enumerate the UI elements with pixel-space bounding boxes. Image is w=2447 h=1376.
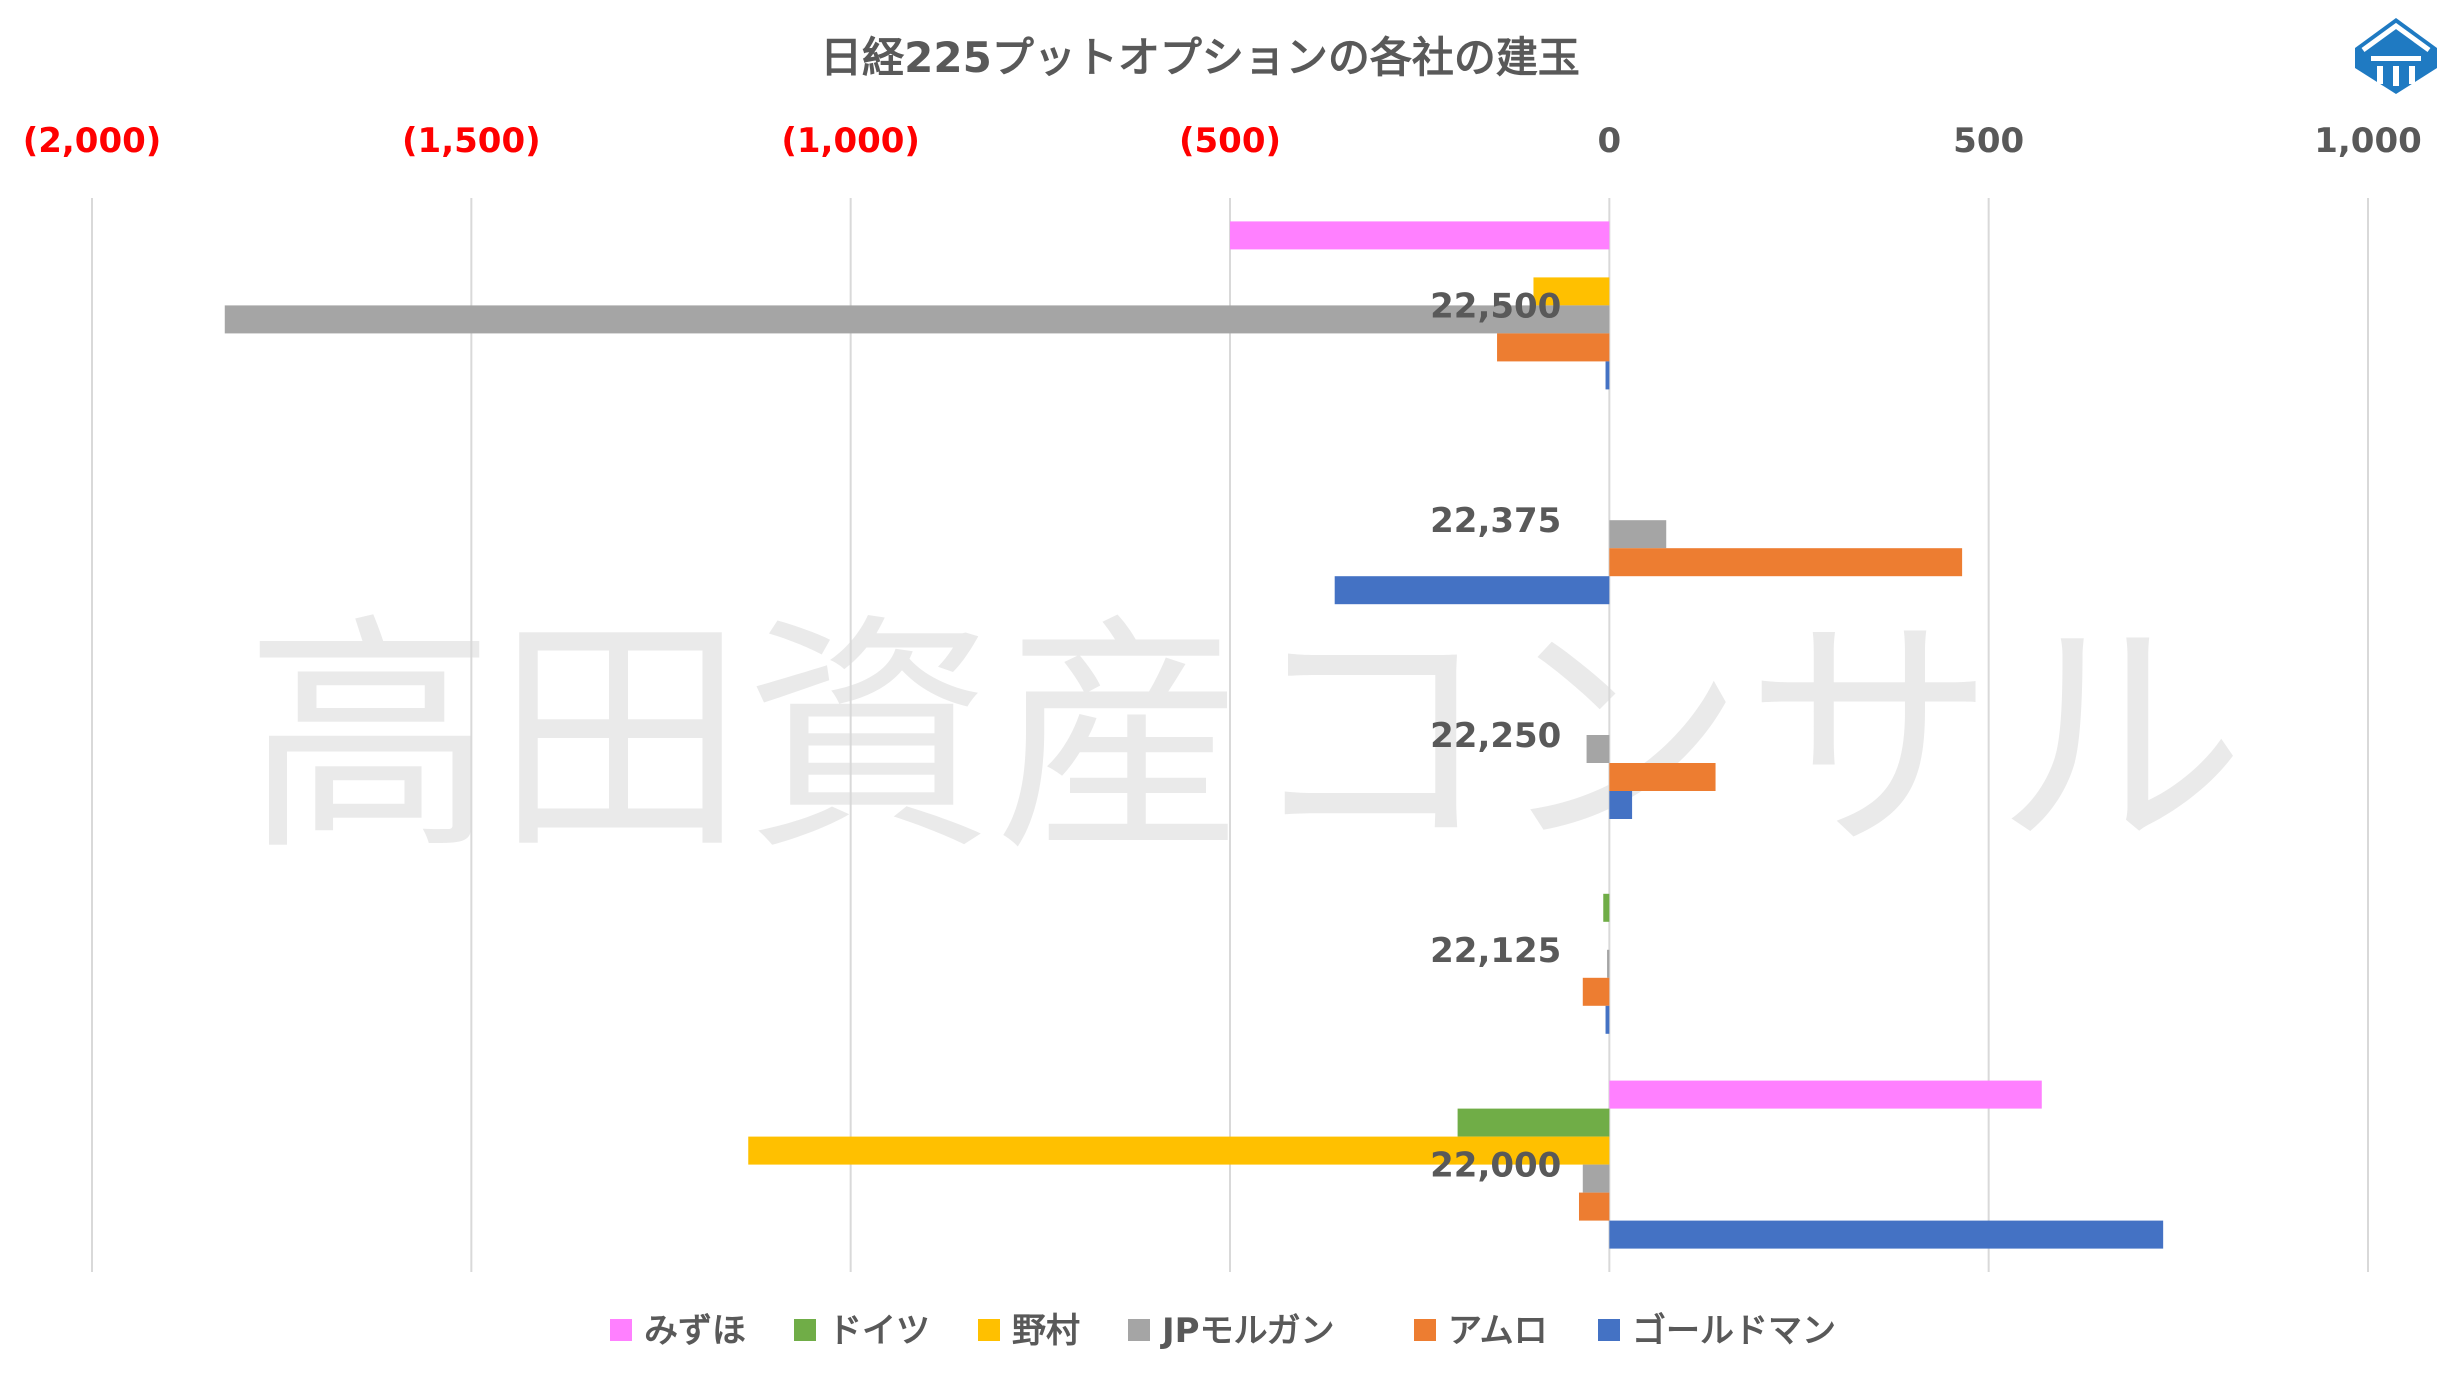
bar (1607, 949, 1610, 978)
bar (748, 1136, 1610, 1165)
legend-label: JPモルガン (1160, 1311, 1335, 1351)
bar (1582, 977, 1610, 1006)
category-label: 22,375 (1430, 501, 1561, 541)
legend: みずほ ドイツ 野村 JPモルガン アムロ ゴールドマン (610, 1311, 1836, 1351)
bar (1609, 791, 1633, 819)
bar (1582, 1164, 1610, 1193)
bar (1609, 548, 1963, 577)
bar (1578, 1192, 1610, 1221)
x-tick-label: 1,000 (2314, 121, 2422, 161)
legend-label: 野村 (1012, 1311, 1080, 1351)
bar (1533, 277, 1610, 306)
x-tick-label: (1,000) (781, 121, 920, 161)
bar (1605, 361, 1610, 390)
legend-swatch (794, 1319, 816, 1341)
bar (1334, 576, 1610, 605)
x-tick-label: (2,000) (23, 121, 162, 161)
legend-label: ドイツ (828, 1311, 930, 1351)
bar (1609, 1220, 2164, 1249)
legend-swatch (1414, 1319, 1436, 1341)
x-tick-label: (1,500) (402, 121, 541, 161)
bars (224, 221, 2164, 1249)
bar (1230, 221, 1610, 250)
watermark-text: 高田資産コンサル (245, 593, 2245, 884)
legend-label: みずほ (644, 1311, 746, 1351)
category-label: 22,250 (1430, 716, 1561, 756)
category-labels: 22,500 22,375 22,250 22,125 22,000 (1430, 286, 1561, 1185)
bar (1497, 333, 1610, 362)
category-label: 22,125 (1430, 931, 1561, 971)
legend-swatch (1128, 1319, 1150, 1341)
legend-label: ゴールドマン (1632, 1311, 1836, 1351)
bar (1603, 893, 1610, 922)
bar (1609, 520, 1667, 549)
category-label: 22,500 (1430, 286, 1561, 326)
legend-swatch (978, 1319, 1000, 1341)
legend-swatch (610, 1319, 632, 1341)
x-tick-label: 0 (1597, 121, 1621, 161)
bar (1609, 763, 1716, 791)
bar (1457, 1108, 1610, 1137)
x-tick-label: (500) (1179, 121, 1281, 161)
category-label: 22,000 (1430, 1146, 1561, 1186)
chart-title: 日経225プットオプションの各社の建玉 (820, 33, 1580, 82)
logo-icon (2355, 18, 2437, 94)
x-tick-label: 500 (1953, 121, 2024, 161)
x-axis-ticks: (2,000) (1,500) (1,000) (500) 0 500 1,000 (23, 121, 2422, 161)
bar (1609, 1080, 2042, 1109)
legend-swatch (1598, 1319, 1620, 1341)
bar (1586, 735, 1610, 763)
legend-label: アムロ (1448, 1311, 1548, 1351)
bar (224, 305, 1610, 334)
bar (1605, 1005, 1610, 1034)
